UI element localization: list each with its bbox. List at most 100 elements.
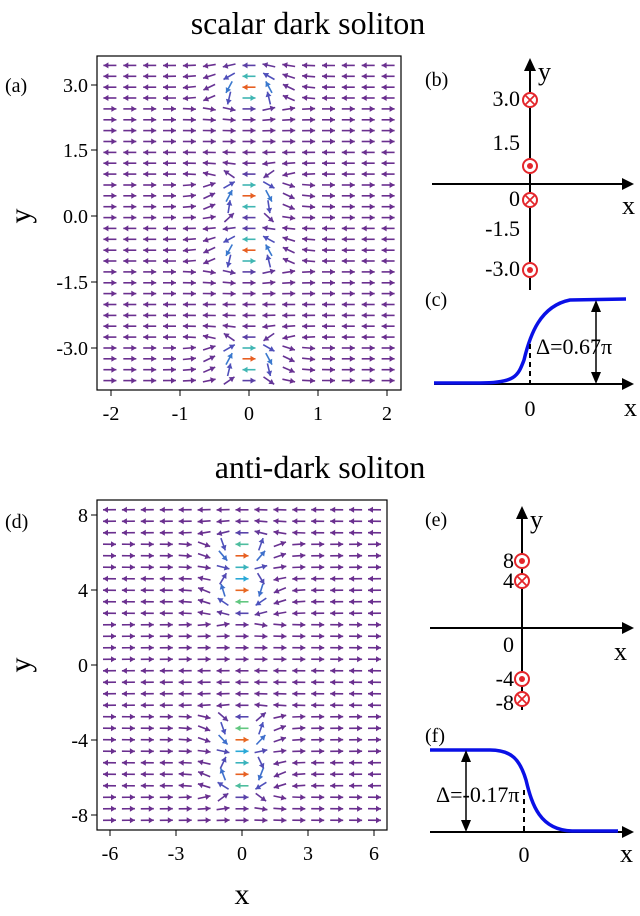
panel-a-arrow-head bbox=[123, 258, 129, 264]
panel-d-arrow-head bbox=[216, 518, 222, 525]
panel-a-arrow-head bbox=[250, 279, 256, 286]
panel-a-xticks: -2 -1 0 1 2 bbox=[103, 390, 392, 425]
panel-a-arrow-head bbox=[163, 334, 168, 341]
panel-a-arrow-head bbox=[202, 160, 208, 167]
panel-a-arrow-head bbox=[123, 149, 129, 156]
panel-d-arrow-head bbox=[197, 702, 203, 709]
panel-d-arrow-head bbox=[235, 529, 241, 536]
panel-d-arrow-head bbox=[216, 667, 222, 674]
panel-d-arrow-head bbox=[148, 794, 154, 801]
panel-d-arrow-head bbox=[167, 564, 173, 571]
panel-d-arrow-head bbox=[311, 598, 317, 605]
panel-d-arrow-head bbox=[357, 817, 363, 824]
panel-d-arrow-head bbox=[167, 805, 173, 812]
panel-d-arrow-head bbox=[111, 621, 116, 628]
panel-a-arrow-head bbox=[143, 160, 149, 167]
panel-a-arrow-head bbox=[341, 73, 347, 80]
panel-d-arrow-head bbox=[197, 679, 203, 686]
panel-d-arrow-head bbox=[167, 656, 173, 663]
panel-d-arrow-head bbox=[319, 633, 325, 640]
panel-a-arrow-head bbox=[171, 279, 176, 286]
panel-a-arrow-head bbox=[171, 105, 176, 112]
panel-d-arrow-head bbox=[197, 759, 204, 766]
panel-d-arrow-head bbox=[205, 748, 211, 755]
panel-d-arrow-head bbox=[140, 598, 146, 605]
panel-a-arrow-head bbox=[171, 138, 176, 145]
panel-d-arrow-head bbox=[292, 702, 298, 709]
panel-a-arrow-head bbox=[222, 301, 228, 308]
panel-a-arrow-head bbox=[369, 377, 375, 384]
panel-d-arrow-head bbox=[349, 771, 355, 778]
panel-a-arrow-head bbox=[223, 333, 230, 339]
panel-d-arrow-head bbox=[235, 506, 241, 513]
panel-d-arrow-head bbox=[167, 817, 173, 824]
panel-d-xtick-m6: -6 bbox=[102, 843, 119, 865]
panel-d-arrow-head bbox=[111, 644, 116, 651]
panel-a-arrow-head bbox=[322, 73, 327, 80]
panel-c-x-arrowhead bbox=[622, 378, 634, 390]
panel-a-arrow-head bbox=[309, 182, 316, 189]
panel-a-arrow-head bbox=[123, 73, 129, 80]
panel-d-arrow-head bbox=[103, 667, 108, 674]
panel-a-arrow-head bbox=[131, 279, 137, 286]
panel-d-arrow-head bbox=[330, 759, 336, 766]
panel-a-arrow-head bbox=[349, 127, 355, 134]
panel-d-arrow-head bbox=[254, 667, 260, 674]
panel-d-arrow-head bbox=[197, 610, 204, 616]
panel-d-arrow-head bbox=[129, 564, 135, 571]
panel-d-arrow-head bbox=[121, 518, 127, 525]
panel-a-ylabel: y bbox=[4, 209, 37, 224]
panel-d-arrow-head bbox=[216, 506, 222, 513]
panel-a-arrow-head bbox=[171, 182, 176, 188]
panel-a-arrow-head bbox=[203, 73, 209, 80]
panel-d-arrow-head bbox=[243, 587, 249, 594]
panel-d-arrow-head bbox=[148, 621, 154, 628]
panel-d-arrow-head bbox=[338, 725, 344, 732]
panel-a-arrow-head bbox=[182, 334, 188, 340]
panel-a-arrow-head bbox=[131, 290, 137, 297]
panel-d-arrow-head bbox=[103, 518, 108, 525]
panel-a-arrow-head bbox=[103, 149, 109, 156]
panel-d-arrow-head bbox=[376, 748, 381, 755]
panel-a-arrow-head bbox=[171, 127, 176, 134]
panel-a-arrow-head bbox=[329, 182, 335, 188]
panel-d-ytick-m8: -8 bbox=[71, 805, 88, 827]
panel-a-arrow-head bbox=[202, 312, 208, 319]
panel-d-arrow-head bbox=[280, 794, 287, 801]
panel-d-arrow-head bbox=[254, 679, 260, 686]
panel-a-arrow-head bbox=[302, 312, 308, 319]
panel-d-arrow-head bbox=[368, 598, 373, 605]
panel-a-arrow-head bbox=[361, 225, 367, 232]
panel-a-arrow-head bbox=[369, 290, 375, 297]
panel-d-arrow-head bbox=[338, 564, 344, 571]
panel-d-arrow-head bbox=[349, 782, 355, 789]
panel-a-arrow-head bbox=[361, 334, 367, 341]
panel-a-arrow-head bbox=[151, 290, 157, 297]
panel-d-label: (d) bbox=[5, 511, 28, 533]
panel-a-arrow-head bbox=[369, 138, 375, 145]
panel-c-delta-arrow-down bbox=[591, 372, 601, 384]
panel-d-arrow-head bbox=[223, 748, 230, 755]
panel-d-arrow-head bbox=[178, 518, 184, 525]
panel-d-arrow-head bbox=[292, 506, 298, 513]
panel-d-arrow-head bbox=[259, 578, 265, 585]
panel-d-arrow-head bbox=[220, 544, 227, 551]
panel-a-arrow-head bbox=[163, 171, 168, 178]
panel-a-arrow-head bbox=[309, 193, 316, 199]
panel-d-arrow-head bbox=[178, 610, 184, 617]
top-section-title: scalar dark soliton bbox=[191, 5, 426, 41]
panel-a-arrow-head bbox=[266, 358, 273, 365]
panel-d-arrow-head bbox=[292, 598, 298, 605]
panel-d-arrow-head bbox=[111, 552, 116, 559]
panel-a-arrow-head bbox=[302, 160, 308, 167]
panel-a-arrow-head bbox=[131, 366, 137, 373]
panel-d-arrow-head bbox=[103, 575, 108, 582]
panel-a-arrow-head bbox=[381, 312, 387, 319]
panel-d-arrow-head bbox=[205, 633, 211, 640]
panel-d-arrow-head bbox=[292, 575, 298, 582]
panel-a-arrow-head bbox=[263, 172, 270, 178]
panel-a-arrow-head bbox=[288, 193, 295, 200]
panel-a-arrow-head bbox=[242, 171, 248, 178]
panel-d-arrow-head bbox=[319, 748, 325, 755]
panel-a-arrow-head bbox=[361, 312, 367, 319]
